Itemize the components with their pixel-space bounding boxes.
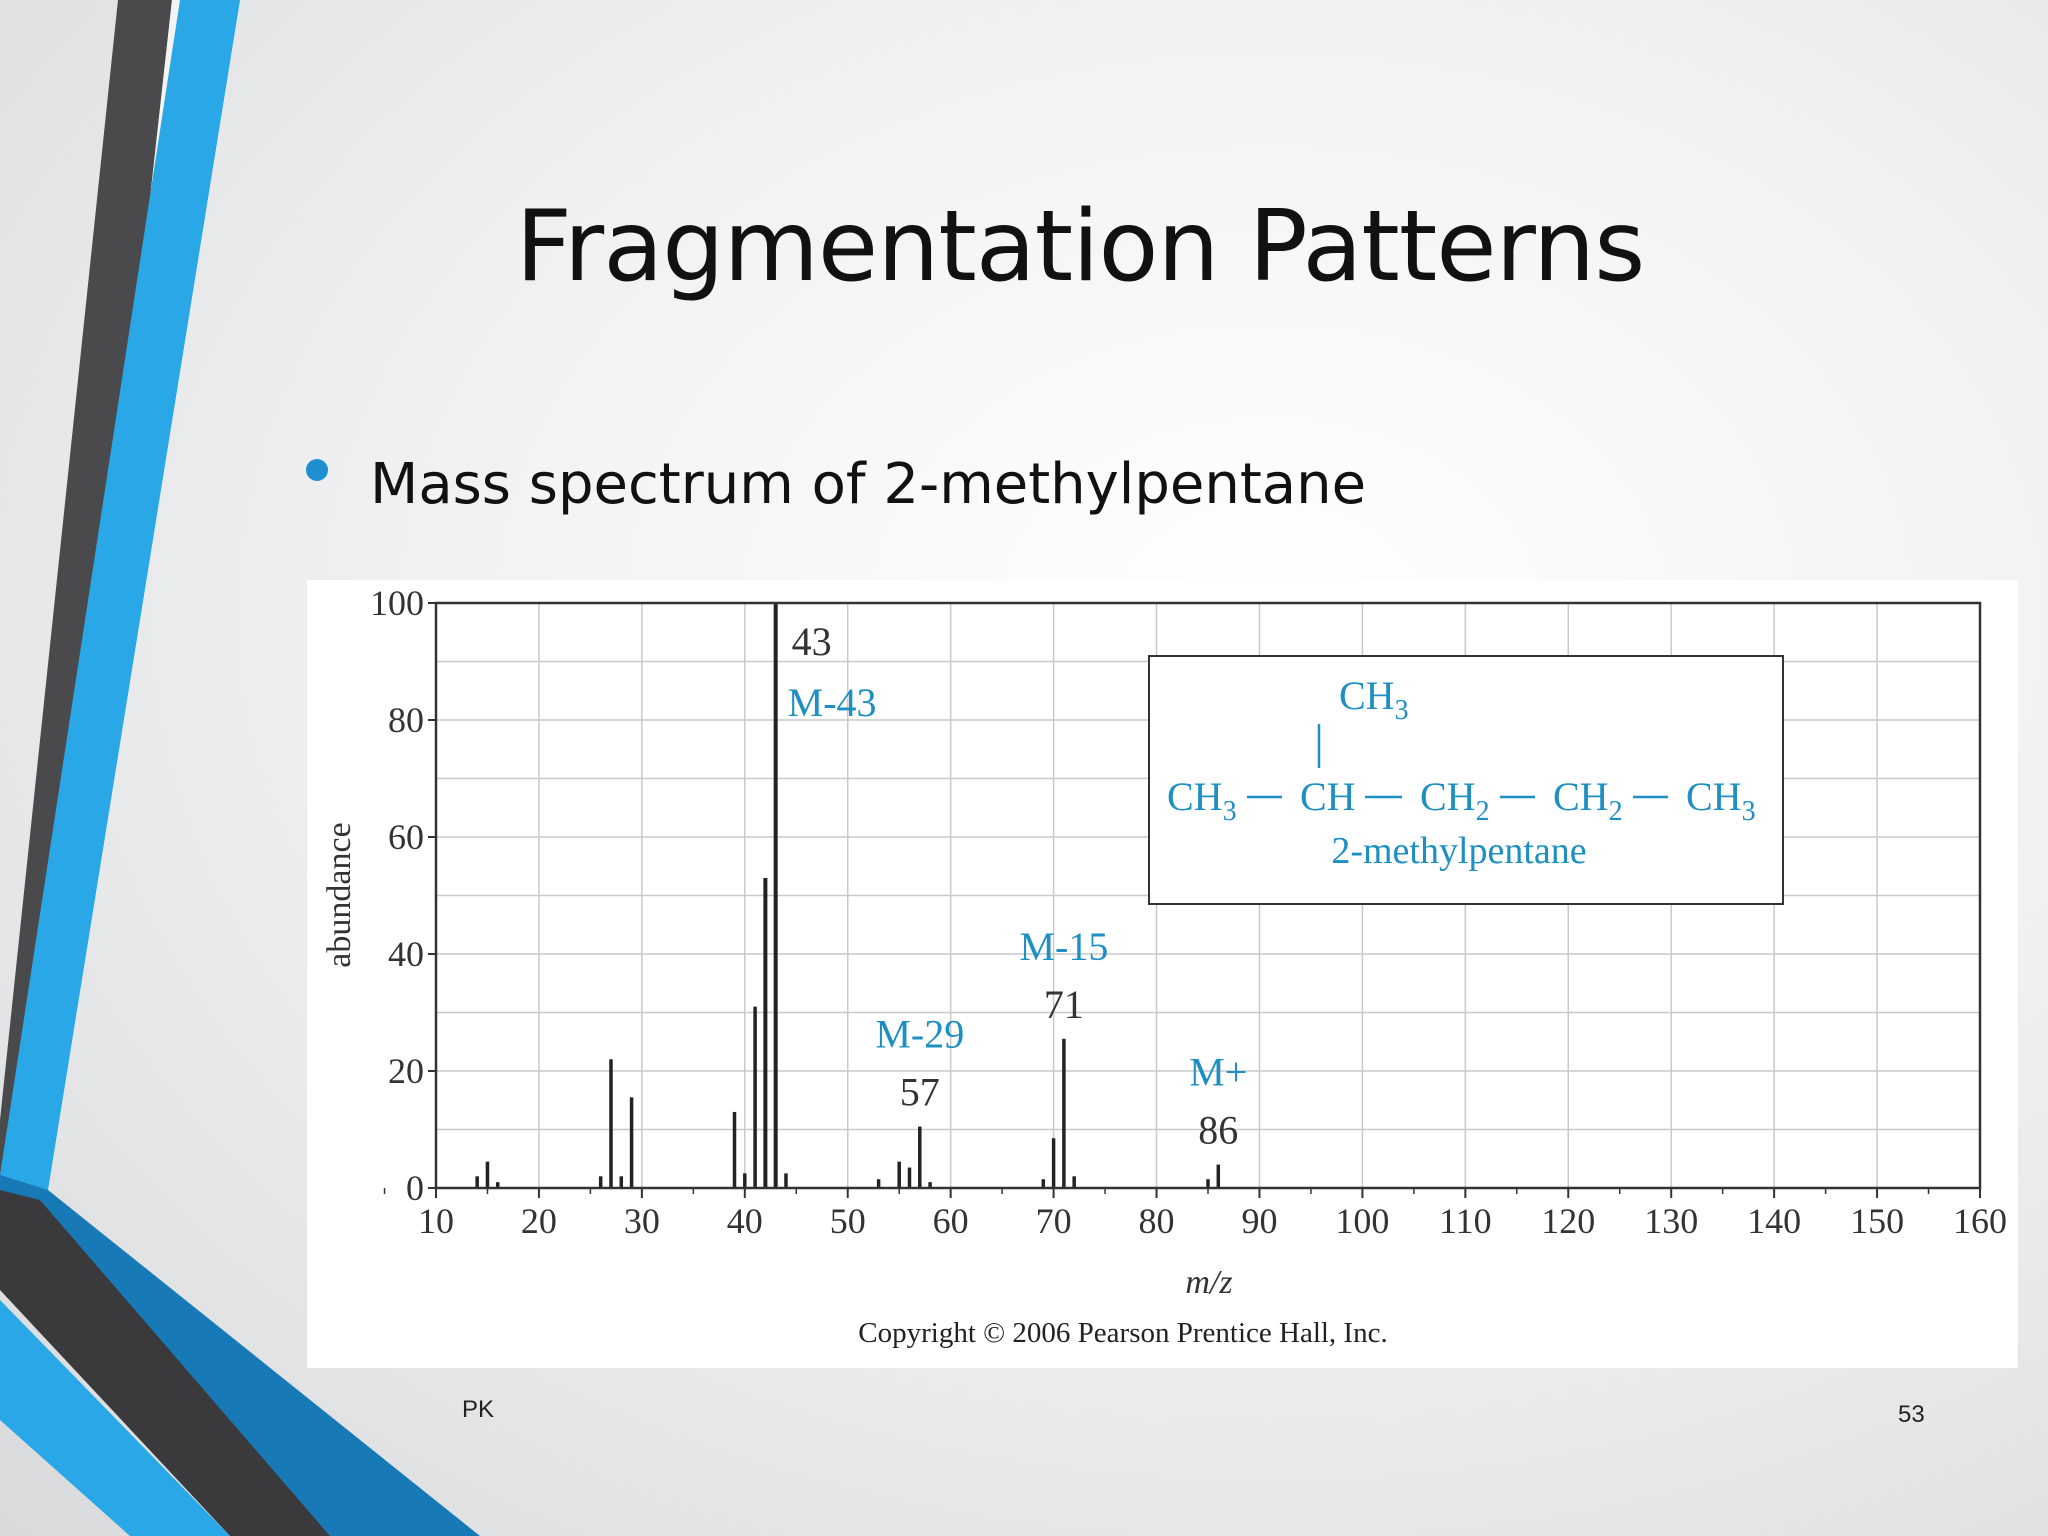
peak-bar <box>1041 1179 1046 1188</box>
bullet-item: Mass spectrum of 2-methylpentane <box>306 452 1366 517</box>
structure-name: 2-methylpentane <box>1331 830 1586 872</box>
bottom-light-band <box>0 1300 230 1536</box>
axes: 10 20 30 40 50 60 70 80 90 100 110 120 130 140 150 160 0… <box>370 583 2007 1241</box>
peak-bar <box>763 877 768 1188</box>
peak-bar <box>897 1161 901 1188</box>
x-tick-label: 130 <box>1644 1201 1698 1241</box>
peak-bar <box>918 1126 922 1188</box>
bottom-dark-band <box>0 1190 330 1536</box>
peak-bar <box>609 1059 613 1188</box>
y-tick-label: 80 <box>388 700 424 740</box>
peak-bar <box>773 603 778 1188</box>
peak-bar <box>1072 1176 1076 1188</box>
peak-bar <box>928 1182 932 1188</box>
chain-group: CH3 <box>1686 774 1756 827</box>
peak-bar <box>598 1176 603 1188</box>
x-tick-label: 40 <box>727 1201 763 1241</box>
x-tick-label: 80 <box>1139 1201 1175 1241</box>
peak-bar <box>1062 1038 1066 1188</box>
peaks <box>475 603 1221 1188</box>
x-tick-label: 160 <box>1953 1201 2007 1241</box>
x-tick-label: 120 <box>1541 1201 1595 1241</box>
x-tick-label: 90 <box>1241 1201 1277 1241</box>
slide-title: Fragmentation Patterns <box>515 190 1646 304</box>
x-tick-label: 100 <box>1335 1201 1389 1241</box>
slide-number: 53 <box>1898 1401 1925 1428</box>
peak-mz-label: 86 <box>1198 1108 1238 1153</box>
peak-bar <box>876 1179 881 1188</box>
peak-bar <box>496 1182 500 1188</box>
x-tick-label: 50 <box>830 1201 866 1241</box>
annotations: 43 M-43 57 M-29 71 M-15 86 M+ <box>788 619 1248 1153</box>
y-tick-label: 20 <box>388 1051 424 1091</box>
x-axis-label: m/z <box>1185 1264 1232 1301</box>
dark-stripe <box>0 0 172 1190</box>
x-tick-label: 60 <box>933 1201 969 1241</box>
structure-box: CH3 CH3 CH CH2 CH2 CH3 2-methylpentane <box>1148 655 1784 905</box>
y-tick-label: 100 <box>370 583 424 623</box>
peak-bar <box>629 1097 634 1188</box>
peak-bar <box>1216 1164 1221 1188</box>
structure-top-group: CH3 <box>1339 673 1409 726</box>
y-tick-label: 0 <box>406 1168 424 1208</box>
chart-panel: 10 20 30 40 50 60 70 80 90 100 110 120 130 140 150 160 0… <box>307 580 2018 1368</box>
peak-bar <box>1206 1179 1210 1188</box>
peak-bar <box>475 1176 479 1188</box>
x-tick-label: 20 <box>521 1201 557 1241</box>
peak-bar <box>753 1006 757 1188</box>
x-tick-label: 30 <box>624 1201 660 1241</box>
x-tick-label: 110 <box>1439 1201 1492 1241</box>
mass-spectrum-chart: 10 20 30 40 50 60 70 80 90 100 110 120 130 140 150 160 0… <box>321 583 2007 1349</box>
peak-bar <box>784 1173 788 1188</box>
chain-group: CH2 <box>1553 774 1623 827</box>
bottom-blue-band <box>0 1175 480 1536</box>
chain-group: CH <box>1300 774 1356 819</box>
peak-mz-label: 43 <box>792 619 832 664</box>
blue-stripe <box>0 0 240 1190</box>
peak-bar <box>619 1176 624 1188</box>
x-tick-label: 10 <box>418 1201 454 1241</box>
peak-bar <box>907 1167 912 1188</box>
peak-mz-label: 57 <box>900 1070 940 1115</box>
x-tick-label: 140 <box>1747 1201 1801 1241</box>
y-tick-label: 40 <box>388 934 424 974</box>
fragment-label: M-15 <box>1019 924 1108 969</box>
peak-bar <box>485 1161 490 1188</box>
bullet-dot-icon <box>306 458 328 481</box>
peak-bar <box>1051 1138 1056 1188</box>
fragment-label: M+ <box>1189 1050 1247 1095</box>
chain-group: CH3 <box>1167 774 1237 827</box>
y-tick-label: 60 <box>388 817 424 857</box>
fragment-label: M-29 <box>875 1012 964 1057</box>
structure-chain: CH3 CH CH2 CH2 CH3 <box>1167 774 1756 827</box>
chain-group: CH2 <box>1420 774 1490 827</box>
copyright: Copyright © 2006 Pearson Prentice Hall, … <box>858 1317 1387 1349</box>
y-axis-label: abundance <box>321 822 358 967</box>
peak-bar <box>743 1173 747 1188</box>
fragment-label: M-43 <box>788 680 877 725</box>
footer-author: PK <box>462 1396 495 1423</box>
x-tick-label: 70 <box>1036 1201 1072 1241</box>
x-tick-label: 150 <box>1850 1201 1904 1241</box>
peak-bar <box>732 1111 737 1188</box>
peak-mz-label: 71 <box>1044 982 1084 1027</box>
bullet-text: Mass spectrum of 2-methylpentane <box>370 452 1367 517</box>
